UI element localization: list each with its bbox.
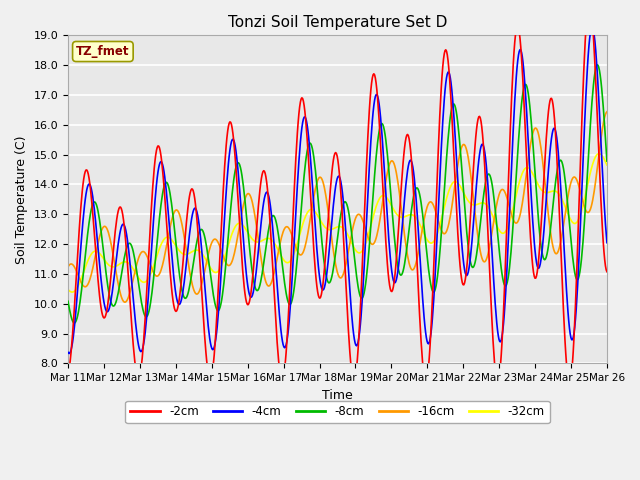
Y-axis label: Soil Temperature (C): Soil Temperature (C) (15, 135, 28, 264)
Text: TZ_fmet: TZ_fmet (76, 45, 130, 58)
X-axis label: Time: Time (322, 389, 353, 402)
Title: Tonzi Soil Temperature Set D: Tonzi Soil Temperature Set D (228, 15, 447, 30)
Legend: -2cm, -4cm, -8cm, -16cm, -32cm: -2cm, -4cm, -8cm, -16cm, -32cm (125, 401, 550, 423)
